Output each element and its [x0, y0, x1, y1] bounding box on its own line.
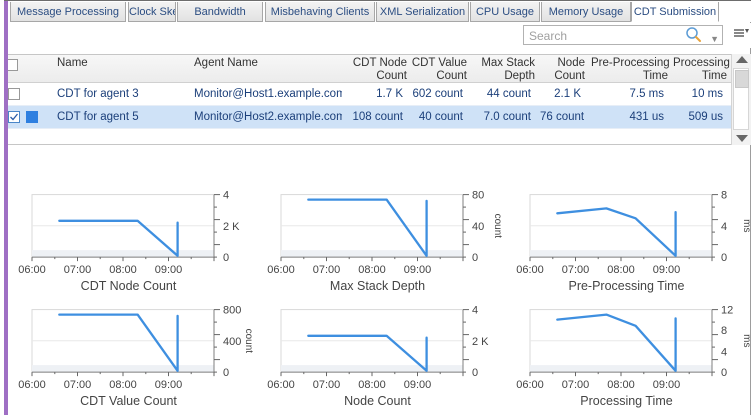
svg-text:09:00: 09:00 — [155, 379, 183, 391]
svg-text:count: count — [243, 329, 253, 354]
svg-text:08:00: 08:00 — [109, 379, 137, 391]
svg-text:08:00: 08:00 — [607, 379, 635, 391]
svg-text:09:00: 09:00 — [653, 379, 681, 391]
svg-text:8: 8 — [721, 190, 727, 202]
svg-text:4: 4 — [721, 347, 727, 359]
svg-text:0: 0 — [472, 367, 478, 379]
svg-text:4: 4 — [223, 190, 229, 202]
svg-text:ms: ms — [741, 219, 751, 232]
svg-text:06:00: 06:00 — [267, 379, 295, 391]
svg-text:count: count — [492, 214, 502, 239]
svg-text:07:00: 07:00 — [64, 379, 92, 391]
svg-text:800: 800 — [223, 305, 241, 317]
svg-text:4: 4 — [472, 305, 478, 317]
svg-text:400: 400 — [223, 336, 241, 348]
svg-text:0: 0 — [721, 367, 727, 379]
svg-text:8: 8 — [721, 325, 727, 337]
svg-text:07:00: 07:00 — [313, 379, 341, 391]
svg-text:0: 0 — [223, 367, 229, 379]
svg-text:4: 4 — [721, 221, 727, 233]
svg-text:80: 80 — [472, 190, 484, 202]
svg-text:40: 40 — [472, 221, 484, 233]
svg-text:ms: ms — [741, 334, 751, 347]
svg-text:09:00: 09:00 — [404, 379, 432, 391]
svg-text:06:00: 06:00 — [516, 379, 544, 391]
svg-text:08:00: 08:00 — [358, 379, 386, 391]
svg-text:12: 12 — [721, 305, 733, 317]
svg-text:2 K: 2 K — [223, 221, 240, 233]
svg-text:2 K: 2 K — [472, 336, 489, 348]
svg-text:06:00: 06:00 — [18, 379, 46, 391]
svg-text:07:00: 07:00 — [562, 379, 590, 391]
